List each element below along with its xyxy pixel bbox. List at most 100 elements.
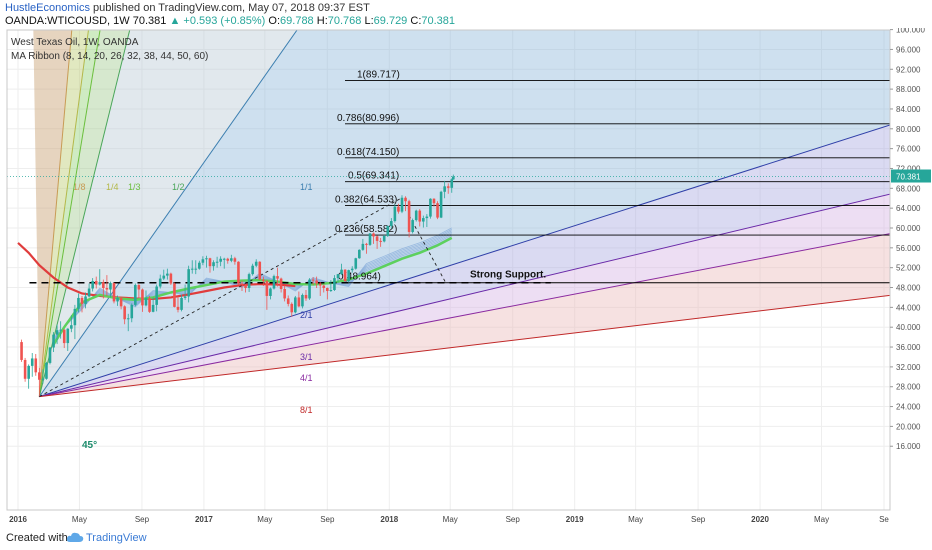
candle[interactable]	[109, 281, 112, 298]
candle[interactable]	[201, 256, 205, 266]
candle[interactable]	[276, 267, 279, 287]
candle[interactable]	[439, 190, 443, 219]
candle[interactable]	[372, 232, 375, 244]
candle[interactable]	[393, 204, 397, 223]
trend-line[interactable]	[408, 215, 447, 283]
candle[interactable]	[105, 275, 109, 296]
candle[interactable]	[418, 209, 422, 227]
candle[interactable]	[98, 269, 102, 286]
candle[interactable]	[422, 215, 425, 228]
candle[interactable]	[311, 277, 315, 286]
candle[interactable]	[155, 284, 158, 312]
candle[interactable]	[126, 313, 130, 332]
candle[interactable]	[162, 269, 166, 281]
candle[interactable]	[240, 280, 244, 291]
candle[interactable]	[272, 274, 276, 290]
candle[interactable]	[27, 364, 30, 389]
candle[interactable]	[66, 328, 70, 352]
candle[interactable]	[411, 218, 414, 234]
candle[interactable]	[41, 369, 45, 384]
candle[interactable]	[237, 261, 240, 286]
candle[interactable]	[187, 265, 190, 303]
candle[interactable]	[194, 260, 198, 275]
candle[interactable]	[180, 294, 183, 312]
candle[interactable]	[215, 256, 219, 268]
candle[interactable]	[382, 234, 386, 243]
candle[interactable]	[20, 339, 23, 362]
candle[interactable]	[55, 324, 59, 345]
candle[interactable]	[407, 199, 411, 238]
candle[interactable]	[169, 272, 173, 286]
candle[interactable]	[84, 292, 87, 309]
candle[interactable]	[48, 347, 52, 365]
candle[interactable]	[397, 203, 400, 214]
candle[interactable]	[390, 218, 393, 229]
candle[interactable]	[340, 263, 343, 276]
gann-fan-line[interactable]	[39, 124, 893, 398]
candle[interactable]	[343, 269, 347, 282]
candle[interactable]	[73, 304, 77, 340]
price-chart[interactable]: 1/8 1/4 1/3 1/2 1/1 2/1 3/1 4/1 8/1 45° 0(48.964) 0…	[0, 28, 932, 528]
candle[interactable]	[294, 295, 297, 314]
candle[interactable]	[379, 237, 382, 247]
candle[interactable]	[94, 276, 98, 289]
candle[interactable]	[279, 277, 283, 293]
candle[interactable]	[262, 276, 265, 287]
candle[interactable]	[230, 254, 233, 263]
candle[interactable]	[429, 198, 432, 219]
candle[interactable]	[404, 196, 407, 212]
candle[interactable]	[158, 274, 162, 289]
candle[interactable]	[219, 256, 222, 267]
candle[interactable]	[112, 282, 116, 304]
candle[interactable]	[400, 195, 404, 214]
candle[interactable]	[333, 275, 336, 291]
gann-fan-line[interactable]	[39, 233, 893, 398]
candle[interactable]	[233, 256, 237, 265]
candle[interactable]	[368, 232, 372, 246]
candle[interactable]	[425, 214, 429, 228]
price-axis[interactable]: 16.000 20.000 24.000 28.000 32.000 36.000 40.0…	[890, 28, 931, 451]
candle[interactable]	[59, 321, 62, 339]
candle[interactable]	[123, 305, 126, 325]
candle[interactable]	[336, 274, 340, 283]
candle[interactable]	[226, 257, 230, 264]
candle[interactable]	[443, 180, 446, 199]
candle[interactable]	[134, 283, 137, 307]
candle[interactable]	[70, 315, 73, 333]
candle[interactable]	[137, 284, 141, 298]
candle[interactable]	[176, 296, 180, 313]
candle[interactable]	[30, 352, 34, 377]
candle[interactable]	[141, 288, 144, 312]
candle[interactable]	[347, 269, 350, 283]
candle[interactable]	[322, 284, 326, 293]
time-axis[interactable]: 2016 May Sep 2017 May Sep 2018 May Sep 2019 May Sep…	[9, 515, 889, 524]
candle[interactable]	[329, 280, 333, 292]
gann-fan-line[interactable]	[38, 28, 75, 397]
candle[interactable]	[446, 183, 450, 194]
candle[interactable]	[386, 225, 390, 237]
candle[interactable]	[87, 283, 91, 298]
candle[interactable]	[183, 284, 187, 300]
candle[interactable]	[244, 284, 247, 293]
candle[interactable]	[358, 249, 361, 259]
candle[interactable]	[354, 257, 358, 270]
candle[interactable]	[198, 260, 201, 270]
candle[interactable]	[269, 287, 272, 300]
candle[interactable]	[290, 302, 294, 317]
candle[interactable]	[34, 353, 38, 376]
candle[interactable]	[308, 278, 311, 300]
candle[interactable]	[247, 272, 251, 292]
candle[interactable]	[315, 276, 318, 289]
candle[interactable]	[205, 255, 208, 268]
candle[interactable]	[116, 295, 119, 306]
candle[interactable]	[450, 178, 454, 193]
candle[interactable]	[436, 201, 439, 220]
candle[interactable]	[451, 174, 455, 180]
plot-area[interactable]: 1/8 1/4 1/3 1/2 1/1 2/1 3/1 4/1 8/1 45° 0(48.964) 0…	[7, 28, 894, 510]
candle[interactable]	[144, 290, 148, 307]
candle[interactable]	[212, 260, 215, 271]
gann-fan-line[interactable]	[39, 294, 893, 398]
candle[interactable]	[350, 266, 354, 273]
candle[interactable]	[62, 329, 66, 349]
candle[interactable]	[432, 198, 436, 207]
